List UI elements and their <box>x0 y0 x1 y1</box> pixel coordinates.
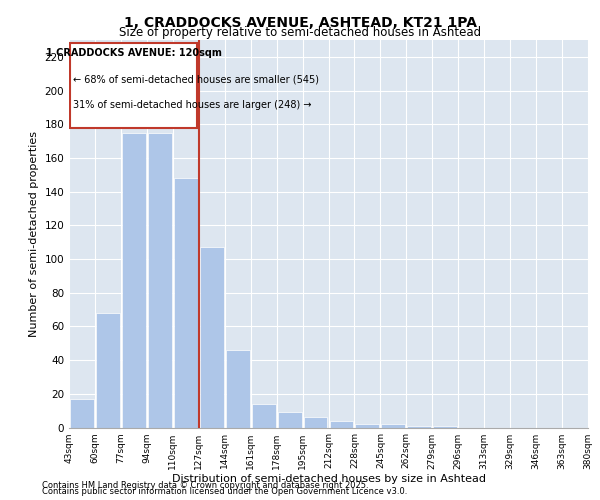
Bar <box>304 418 328 428</box>
Text: Size of property relative to semi-detached houses in Ashtead: Size of property relative to semi-detach… <box>119 26 481 39</box>
Text: Contains public sector information licensed under the Open Government Licence v3: Contains public sector information licen… <box>42 487 407 496</box>
Y-axis label: Number of semi-detached properties: Number of semi-detached properties <box>29 130 39 337</box>
Bar <box>382 424 406 428</box>
Bar <box>329 421 353 428</box>
X-axis label: Distribution of semi-detached houses by size in Ashtead: Distribution of semi-detached houses by … <box>172 474 485 484</box>
Bar <box>122 132 146 428</box>
Bar <box>407 426 431 428</box>
Bar <box>433 426 457 428</box>
Text: 1, CRADDOCKS AVENUE, ASHTEAD, KT21 1PA: 1, CRADDOCKS AVENUE, ASHTEAD, KT21 1PA <box>124 16 476 30</box>
Bar <box>251 404 275 427</box>
Text: 1 CRADDOCKS AVENUE: 120sqm: 1 CRADDOCKS AVENUE: 120sqm <box>46 48 222 58</box>
Bar <box>96 313 120 428</box>
Bar <box>174 178 198 428</box>
Bar <box>148 132 172 428</box>
Text: 31% of semi-detached houses are larger (248) →: 31% of semi-detached houses are larger (… <box>73 100 312 110</box>
Text: ← 68% of semi-detached houses are smaller (545): ← 68% of semi-detached houses are smalle… <box>73 74 319 85</box>
Bar <box>226 350 250 428</box>
Bar <box>200 247 224 428</box>
Bar <box>355 424 379 428</box>
Bar <box>278 412 302 428</box>
Bar <box>70 399 94 428</box>
Text: Contains HM Land Registry data © Crown copyright and database right 2025.: Contains HM Land Registry data © Crown c… <box>42 480 368 490</box>
FancyBboxPatch shape <box>70 44 197 128</box>
